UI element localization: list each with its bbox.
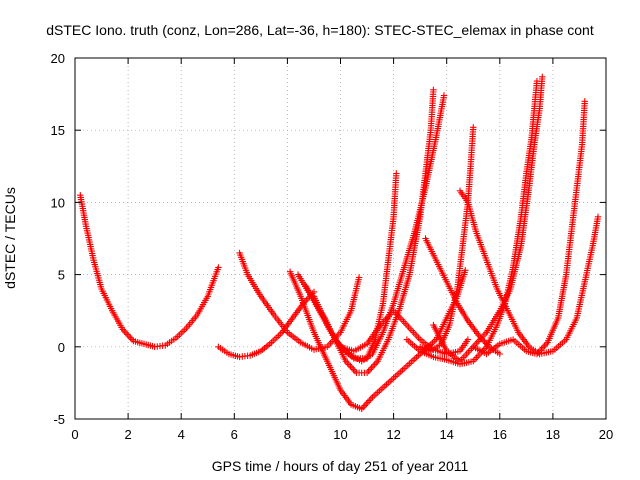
x-tick-label: 8 <box>284 427 291 442</box>
y-tick-label: 5 <box>58 268 65 283</box>
series-markers <box>77 192 222 350</box>
chart-title: dSTEC Iono. truth (conz, Lon=286, Lat=-3… <box>46 22 594 38</box>
series-arc-8 <box>337 307 472 358</box>
x-tick-label: 10 <box>333 427 347 442</box>
series-arc-1 <box>77 192 222 350</box>
series-markers <box>470 98 588 358</box>
x-tick-label: 16 <box>493 427 507 442</box>
x-tick-labels: 0 2 4 6 8 10 12 14 16 18 20 <box>71 427 613 442</box>
series-arc-11 <box>422 235 503 358</box>
series-arc-13 <box>456 187 602 358</box>
x-tick-label: 20 <box>599 427 613 442</box>
x-axis-label: GPS time / hours of day 251 of year 2011 <box>212 458 469 474</box>
series-markers <box>456 187 602 358</box>
series-arc-2 <box>215 288 318 361</box>
y-tick-label: 20 <box>51 51 65 66</box>
series-markers <box>337 307 472 358</box>
x-tick-label: 6 <box>231 427 238 442</box>
series-markers <box>422 235 503 358</box>
y-axis-label: dSTEC / TECUs <box>2 187 18 289</box>
x-tick-label: 2 <box>124 427 131 442</box>
series-markers <box>236 249 363 353</box>
y-tick-labels: -5 0 5 10 15 20 <box>51 51 65 427</box>
x-tick-label: 14 <box>439 427 453 442</box>
x-tick-label: 12 <box>386 427 400 442</box>
series-arc-14 <box>470 98 588 358</box>
y-tick-label: 10 <box>51 195 65 210</box>
y-tick-label: 0 <box>58 340 65 355</box>
y-tick-label: -5 <box>53 412 65 427</box>
data-points <box>77 73 602 413</box>
axis-ticks <box>74 57 607 420</box>
series-markers <box>215 288 318 361</box>
x-tick-label: 0 <box>71 427 78 442</box>
series-arc-3 <box>236 249 363 353</box>
y-tick-label: 15 <box>51 123 65 138</box>
grid <box>75 58 606 419</box>
x-tick-label: 4 <box>178 427 185 442</box>
x-tick-label: 18 <box>546 427 560 442</box>
